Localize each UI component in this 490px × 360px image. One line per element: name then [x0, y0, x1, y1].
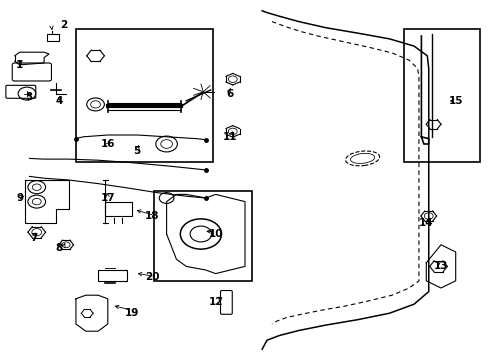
Text: 3: 3: [26, 92, 33, 102]
Text: 1: 1: [16, 60, 23, 70]
Text: 18: 18: [145, 211, 159, 221]
Text: 6: 6: [227, 89, 234, 99]
Text: 20: 20: [145, 272, 159, 282]
Text: 12: 12: [208, 297, 223, 307]
Text: 7: 7: [30, 233, 38, 243]
Text: 4: 4: [55, 96, 63, 106]
Text: 15: 15: [448, 96, 463, 106]
Text: 14: 14: [419, 218, 434, 228]
Text: 13: 13: [434, 261, 448, 271]
Text: 8: 8: [55, 243, 62, 253]
Text: 9: 9: [16, 193, 23, 203]
Text: 16: 16: [100, 139, 115, 149]
Text: 2: 2: [60, 20, 67, 30]
Text: 17: 17: [100, 193, 115, 203]
Text: 5: 5: [134, 146, 141, 156]
Text: 11: 11: [223, 132, 238, 142]
Text: 10: 10: [208, 229, 223, 239]
Text: 19: 19: [125, 308, 140, 318]
